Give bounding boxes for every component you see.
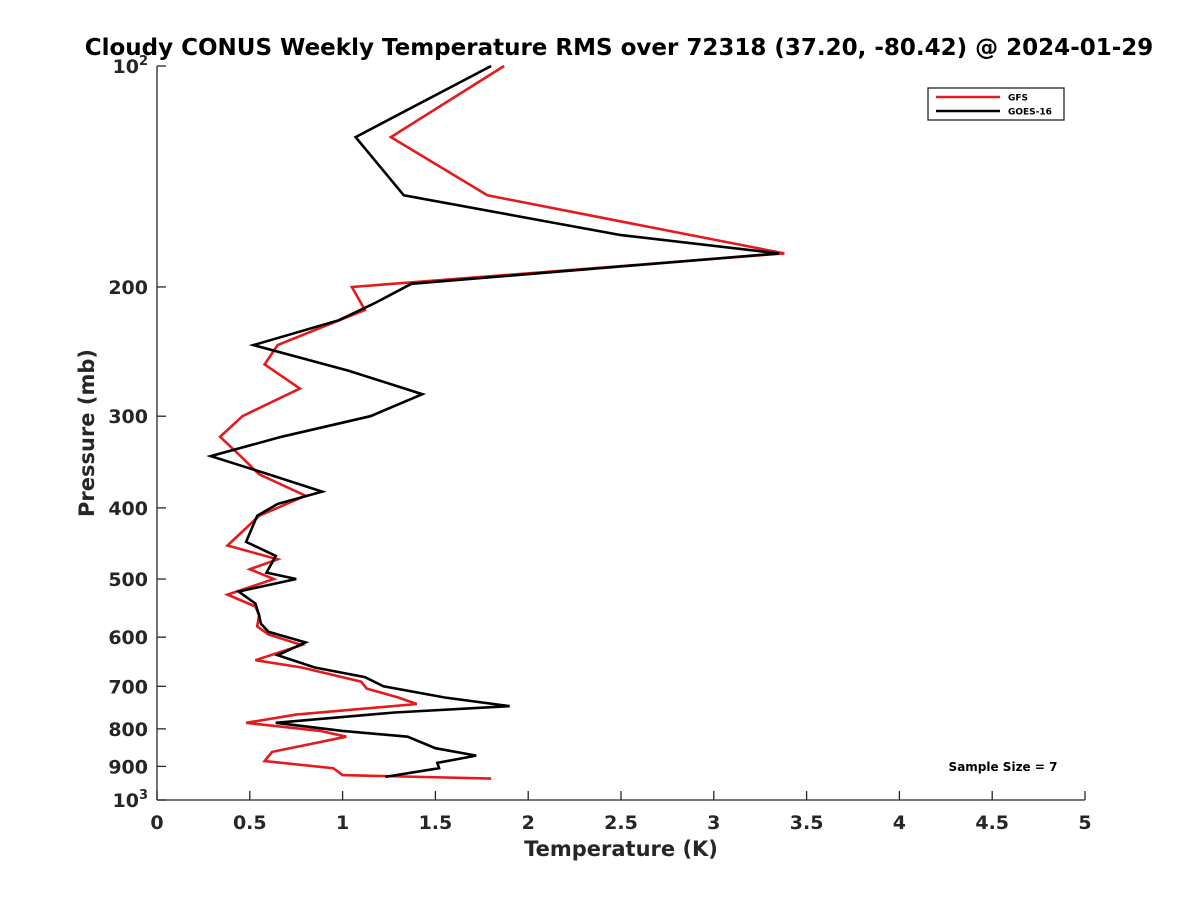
y-tick-label: 103: [113, 788, 149, 812]
x-tick-label: 2.5: [604, 812, 638, 834]
legend-entry: GFS: [1008, 94, 1028, 104]
sample-size-annotation: Sample Size = 7: [949, 760, 1058, 774]
x-tick-label: 2: [522, 812, 535, 834]
x-tick-label: 1.5: [419, 812, 453, 834]
x-tick-label: 0.5: [233, 812, 267, 834]
series-line-gfs: [218, 64, 785, 780]
y-axis-label: Pressure (mb): [75, 349, 99, 517]
x-tick-label: 1: [336, 812, 349, 834]
series-line-goes-16: [206, 64, 779, 779]
series-lines: [206, 64, 785, 780]
x-tick-label: 5: [1078, 812, 1091, 834]
y-tick-label: 700: [108, 676, 148, 698]
x-axis-label: Temperature (K): [524, 837, 718, 861]
y-tick-label: 200: [108, 277, 148, 299]
x-axis-ticks: 0 0.5 1 1.5 2 2.5 3 3.5 4 4.5 5: [150, 791, 1092, 834]
x-tick-label: 0: [150, 812, 163, 834]
legend-entry: GOES-16: [1008, 108, 1052, 118]
x-tick-label: 4.5: [975, 812, 1009, 834]
y-axis-ticks: 102 200 300 400 500 600 700 800 900 103: [108, 54, 166, 812]
x-tick-label: 4: [893, 812, 906, 834]
chart-title: Cloudy CONUS Weekly Temperature RMS over…: [85, 35, 1154, 61]
x-tick-label: 3.5: [790, 812, 824, 834]
y-tick-label: 800: [108, 719, 148, 741]
y-tick-label: 500: [108, 569, 148, 591]
chart-legend: GFS GOES-16: [927, 87, 1065, 121]
y-tick-label: 900: [108, 756, 148, 778]
y-tick-label: 300: [108, 406, 148, 428]
x-tick-label: 3: [707, 812, 720, 834]
legend-box: [927, 87, 1065, 121]
y-tick-label: 102: [113, 54, 149, 78]
y-tick-label: 400: [108, 498, 148, 520]
y-tick-label: 600: [108, 627, 148, 649]
